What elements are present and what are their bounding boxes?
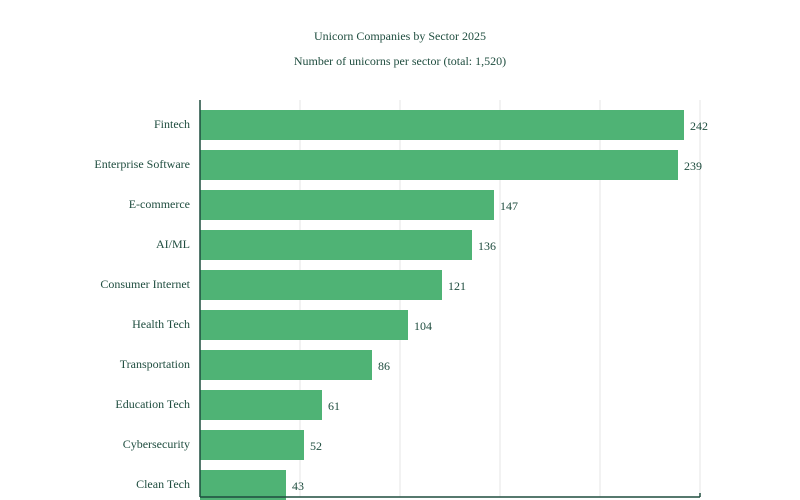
- category-label-health-tech: Health Tech: [132, 317, 190, 331]
- chart-title: Unicorn Companies by Sector 2025: [314, 29, 486, 43]
- value-label-fintech: 242: [690, 119, 708, 133]
- category-label-enterprise-software: Enterprise Software: [94, 157, 190, 171]
- bar-health-tech: [200, 310, 408, 340]
- bar-fintech: [200, 110, 684, 140]
- chart-subtitle: Number of unicorns per sector (total: 1,…: [294, 54, 506, 68]
- bar-clean-tech: [200, 470, 286, 500]
- bars: [200, 110, 684, 500]
- value-label-transportation: 86: [378, 359, 390, 373]
- bar-consumer-internet: [200, 270, 442, 300]
- value-label-e-commerce: 147: [500, 199, 518, 213]
- category-label-consumer-internet: Consumer Internet: [100, 277, 190, 291]
- bar-enterprise-software: [200, 150, 678, 180]
- category-label-fintech: Fintech: [154, 117, 190, 131]
- value-label-cybersecurity: 52: [310, 439, 322, 453]
- bar-transportation: [200, 350, 372, 380]
- value-label-health-tech: 104: [414, 319, 432, 333]
- value-label-ai-ml: 136: [478, 239, 496, 253]
- value-labels: 242 239 147 136 121 104 86 61 52 43: [292, 119, 708, 493]
- bar-cybersecurity: [200, 430, 304, 460]
- value-label-enterprise-software: 239: [684, 159, 702, 173]
- category-label-ai-ml: AI/ML: [156, 237, 190, 251]
- value-label-education-tech: 61: [328, 399, 340, 413]
- bar-e-commerce: [200, 190, 494, 220]
- category-label-e-commerce: E-commerce: [129, 197, 190, 211]
- category-label-cybersecurity: Cybersecurity: [123, 437, 190, 451]
- value-label-clean-tech: 43: [292, 479, 304, 493]
- category-labels: Fintech Enterprise Software E-commerce AI/M…: [94, 117, 190, 491]
- bar-education-tech: [200, 390, 322, 420]
- axes: [199, 100, 701, 498]
- category-label-transportation: Transportation: [120, 357, 190, 371]
- value-label-consumer-internet: 121: [448, 279, 466, 293]
- bar-ai-ml: [200, 230, 472, 260]
- category-label-clean-tech: Clean Tech: [136, 477, 190, 491]
- category-label-education-tech: Education Tech: [115, 397, 190, 411]
